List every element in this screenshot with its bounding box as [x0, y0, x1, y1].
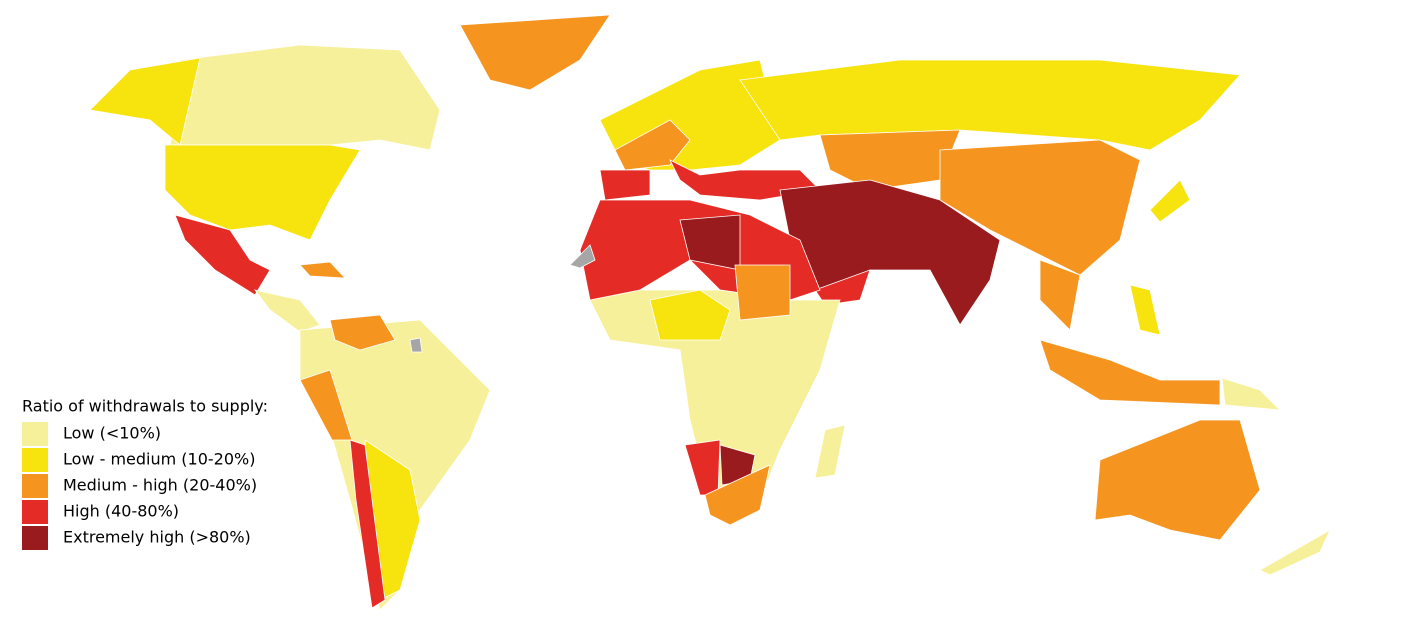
sahel: [649, 289, 731, 341]
japan: [1149, 179, 1191, 223]
australia: [1094, 419, 1261, 541]
sudan: [734, 264, 791, 321]
legend-swatch: [22, 448, 48, 472]
philippines: [1129, 284, 1161, 336]
iberia: [599, 169, 651, 201]
venezuela: [329, 314, 396, 351]
russia: [739, 59, 1241, 151]
legend-label: Extremely high (>80%): [63, 528, 251, 547]
legend-label: Medium - high (20-40%): [63, 476, 257, 495]
madagascar: [814, 424, 846, 479]
countries: [89, 14, 1331, 611]
namibia: [684, 439, 721, 496]
mexico: [174, 214, 271, 296]
legend-swatch: [22, 500, 48, 524]
usa: [164, 144, 361, 241]
legend-swatch: [22, 526, 48, 550]
central-america: [254, 289, 321, 333]
papua: [1221, 377, 1282, 411]
legend-label: High (40-80%): [63, 502, 179, 521]
central-asia: [819, 129, 961, 191]
greenland: [459, 14, 611, 91]
indonesia: [1039, 339, 1221, 406]
legend-swatch: [22, 474, 48, 498]
legend-title: Ratio of withdrawals to supply:: [22, 397, 268, 416]
sub-saharan-africa: [589, 289, 841, 521]
legend-label: Low - medium (10-20%): [63, 450, 255, 469]
south-africa: [704, 464, 771, 526]
west-europe: [614, 119, 691, 171]
new-zealand: [1259, 529, 1331, 576]
southeast-asia: [1039, 259, 1081, 331]
legend-label: Low (<10%): [63, 424, 161, 443]
cuba: [299, 261, 346, 279]
canada: [169, 44, 441, 151]
libya: [679, 214, 741, 271]
chile: [349, 439, 386, 609]
legend: Ratio of withdrawals to supply: Low (<10…: [22, 397, 268, 550]
western-sahara: [569, 244, 596, 269]
alaska: [89, 57, 201, 146]
legend-swatch: [22, 422, 48, 446]
peru: [299, 369, 353, 441]
french-guiana: [409, 337, 423, 353]
